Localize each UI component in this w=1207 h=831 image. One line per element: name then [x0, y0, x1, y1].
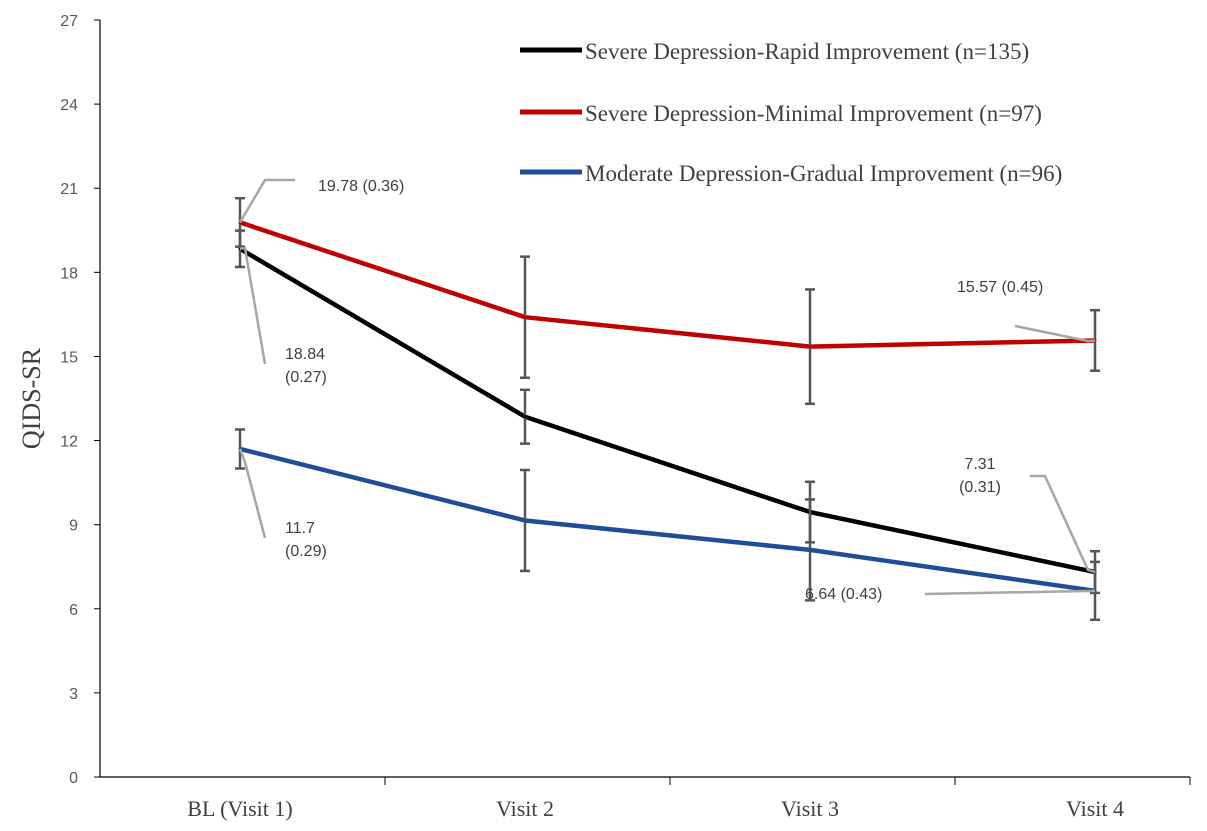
annotation-label: 7.31 [964, 456, 995, 473]
error-bar [520, 255, 530, 380]
y-tick-label: 12 [60, 434, 78, 451]
annotation-label: 6.64 (0.43) [805, 586, 882, 603]
data-point [808, 345, 812, 349]
x-category-label: Visit 2 [496, 796, 554, 821]
error-bar [805, 498, 815, 602]
annotation-label: 15.57 (0.45) [957, 279, 1043, 296]
data-annotation: 11.7 (0.29) [238, 448, 327, 560]
annotation-label: (0.29) [285, 543, 327, 560]
data-point [523, 315, 527, 319]
data-annotation: 7.31 (0.31) [959, 456, 1096, 574]
x-category-label: BL (Visit 1) [187, 796, 292, 821]
y-axis-title: QIDS-SR [17, 347, 46, 449]
x-category-label: Visit 4 [1066, 796, 1124, 821]
series-line-2 [239, 446, 1096, 594]
annotation-label: 18.84 [285, 346, 325, 363]
series-line-1 [239, 220, 1096, 349]
data-annotation: 18.84 (0.27) [239, 246, 327, 386]
legend-item: Severe Depression-Rapid Improvement (n=1… [520, 39, 1029, 64]
legend-label: Severe Depression-Rapid Improvement (n=1… [585, 39, 1029, 64]
annotation-label: 19.78 (0.36) [318, 178, 404, 195]
y-tick-label: 24 [60, 97, 78, 114]
error-bar [520, 468, 530, 573]
y-tick-label: 6 [69, 602, 78, 619]
legend-label: Moderate Depression-Gradual Improvement … [585, 161, 1062, 186]
y-tick-label: 27 [60, 13, 78, 30]
legend-item: Moderate Depression-Gradual Improvement … [520, 161, 1062, 186]
y-tick-label: 18 [60, 265, 78, 282]
series-line-0 [238, 246, 1096, 575]
annotation-label: (0.31) [959, 479, 1001, 496]
y-tick-label: 15 [60, 349, 78, 366]
data-annotation: 15.57 (0.45) [957, 279, 1096, 343]
y-tick-label: 3 [69, 686, 78, 703]
y-tick-label: 21 [60, 181, 78, 198]
data-point [523, 415, 527, 419]
data-point [808, 548, 812, 552]
error-bar [520, 388, 530, 445]
legend-label: Severe Depression-Minimal Improvement (n… [585, 101, 1042, 126]
annotation-label: 11.7 [285, 520, 315, 537]
annotation-leader-line [1030, 474, 1096, 574]
annotation-leader-line [238, 448, 267, 539]
error-bar [805, 288, 815, 406]
y-tick-label: 9 [69, 518, 78, 535]
data-annotation: 19.78 (0.36) [238, 178, 404, 224]
x-category-label: Visit 3 [781, 796, 839, 821]
annotation-leader-line [239, 246, 267, 365]
annotation-label: (0.27) [285, 369, 327, 386]
legend-item: Severe Depression-Minimal Improvement (n… [520, 101, 1042, 126]
annotation-leader-line [924, 589, 1096, 596]
y-tick-label: 0 [69, 770, 78, 787]
annotation-leader-line [238, 178, 295, 224]
annotation-leader-line [1014, 324, 1096, 343]
data-point [523, 518, 527, 522]
data-annotation: 6.64 (0.43) [805, 586, 1096, 603]
error-bar [1090, 308, 1100, 372]
